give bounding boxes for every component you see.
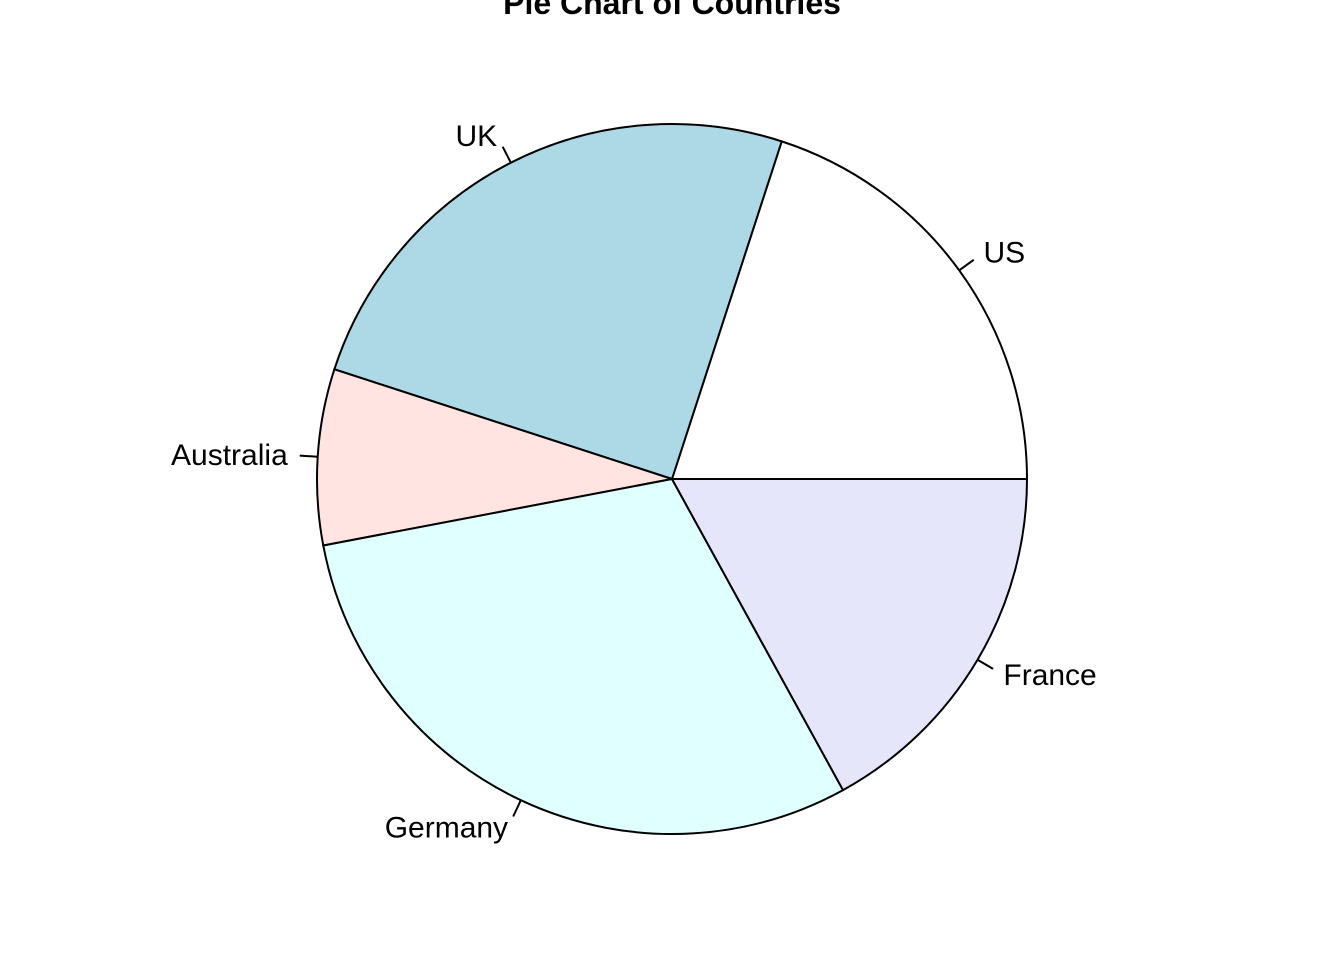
pie-slice-australia bbox=[316, 368, 673, 547]
label-ticks bbox=[299, 146, 994, 817]
label-tick-france bbox=[977, 658, 994, 670]
slice-label-germany: Germany bbox=[385, 811, 508, 844]
pie-slice-us bbox=[670, 140, 1029, 480]
label-tick-germany bbox=[512, 799, 522, 817]
slice-labels: US UK Australia Germany France bbox=[171, 120, 1097, 844]
slice-label-australia: Australia bbox=[171, 439, 288, 472]
label-tick-australia bbox=[299, 454, 318, 458]
slice-label-us: US bbox=[983, 237, 1025, 270]
label-tick-uk bbox=[501, 146, 512, 164]
label-tick-us bbox=[958, 258, 975, 272]
pie-slice-france bbox=[670, 478, 1029, 792]
pie-slice-uk bbox=[333, 123, 783, 481]
chart-title: Pie Chart of Countries bbox=[503, 0, 841, 21]
pie-slice-germany bbox=[322, 477, 845, 835]
pie-slices bbox=[316, 123, 1029, 835]
slice-label-france: France bbox=[1003, 659, 1096, 692]
slice-label-uk: UK bbox=[456, 120, 498, 153]
